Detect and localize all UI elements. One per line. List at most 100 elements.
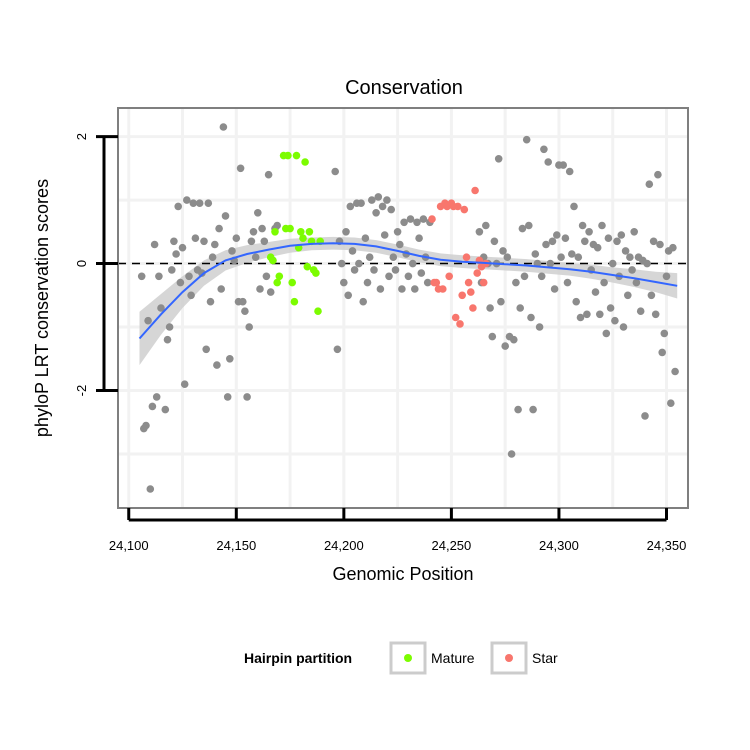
x-axis: 24,100 24,150 24,200 24,250 24,300 24,350 (109, 508, 687, 553)
y-axis-label: phyloP LRT conservation scores (32, 179, 52, 437)
point-other-41 (228, 247, 236, 255)
y-axis: -2 0 2 (74, 133, 118, 396)
point-other-5 (148, 402, 157, 411)
point-other-134 (531, 250, 540, 258)
point-star-20 (471, 186, 479, 195)
point-other-108 (475, 228, 484, 236)
point-other-89 (387, 205, 396, 214)
point-star-14 (458, 291, 467, 300)
point-other-139 (542, 240, 550, 249)
x-tick-label-5: 24,350 (647, 538, 687, 553)
point-other-8 (155, 272, 163, 281)
point-other-17 (176, 278, 185, 287)
point-other-155 (576, 313, 585, 322)
point-other-124 (510, 335, 518, 344)
point-mature-2 (271, 228, 279, 236)
point-star-2 (432, 278, 441, 287)
point-other-83 (374, 193, 383, 201)
panel-border (117, 107, 689, 509)
confidence-ribbon (139, 236, 678, 366)
point-other-178 (626, 253, 634, 261)
point-other-23 (189, 199, 198, 207)
point-other-141 (546, 259, 555, 268)
point-star-18 (467, 288, 475, 296)
point-other-142 (548, 237, 557, 246)
point-star-11 (451, 313, 460, 322)
point-other-66 (337, 259, 346, 268)
point-other-74 (355, 259, 363, 268)
point-other-85 (378, 202, 387, 211)
point-other-86 (380, 231, 389, 239)
point-other-144 (553, 231, 561, 239)
point-other-146 (557, 253, 565, 261)
plot-panel (117, 107, 689, 509)
point-other-197 (667, 399, 675, 408)
point-other-149 (563, 278, 572, 287)
point-star-0 (428, 215, 436, 223)
point-other-159 (585, 228, 593, 236)
point-other-163 (593, 243, 602, 252)
point-star-16 (462, 253, 471, 261)
point-other-90 (389, 253, 398, 261)
point-other-51 (249, 228, 258, 236)
point-other-183 (636, 307, 645, 316)
point-other-168 (604, 234, 613, 242)
point-other-190 (651, 310, 660, 319)
x-tick-label-4: 24,300 (539, 538, 579, 553)
point-other-171 (611, 316, 619, 325)
point-other-191 (654, 170, 662, 179)
point-other-88 (385, 272, 393, 281)
point-other-54 (256, 285, 264, 293)
point-mature-13 (297, 228, 305, 236)
point-other-193 (658, 348, 666, 357)
point-other-58 (264, 170, 273, 179)
point-other-106 (423, 278, 432, 287)
point-other-120 (501, 342, 510, 350)
point-mature-1 (269, 256, 277, 265)
point-other-31 (206, 297, 215, 306)
point-other-4 (146, 485, 155, 493)
point-other-93 (396, 240, 404, 249)
point-other-12 (165, 323, 174, 331)
point-other-57 (262, 272, 271, 281)
point-star-8 (445, 272, 454, 281)
point-other-15 (172, 250, 180, 258)
point-mature-21 (314, 307, 322, 316)
legend: Hairpin partition Mature Star (244, 641, 558, 675)
legend-swatch-star (505, 654, 513, 662)
point-other-97 (404, 272, 413, 281)
legend-label-mature: Mature (431, 650, 475, 666)
x-axis-label: Genomic Position (332, 564, 473, 584)
point-other-140 (544, 158, 552, 166)
point-other-113 (486, 304, 494, 312)
point-other-138 (540, 145, 548, 154)
point-other-21 (185, 272, 193, 281)
point-other-125 (512, 278, 520, 287)
point-other-186 (643, 259, 651, 268)
point-other-30 (204, 199, 213, 207)
point-other-70 (346, 202, 355, 211)
point-other-67 (340, 278, 348, 287)
point-other-71 (348, 247, 357, 255)
point-other-174 (617, 231, 626, 239)
point-other-98 (406, 215, 415, 223)
point-other-115 (490, 237, 499, 246)
point-other-133 (529, 405, 537, 414)
point-other-38 (221, 212, 230, 220)
point-other-92 (393, 228, 402, 236)
x-tick-label-3: 24,250 (432, 538, 472, 553)
point-other-6 (150, 240, 159, 249)
point-other-50 (247, 237, 256, 246)
point-other-29 (202, 345, 210, 354)
point-mature-14 (299, 234, 307, 242)
point-other-19 (180, 380, 189, 389)
point-other-47 (241, 307, 249, 316)
point-other-147 (559, 161, 567, 169)
point-other-167 (602, 329, 611, 338)
point-other-104 (419, 215, 428, 223)
point-other-37 (219, 123, 228, 131)
point-other-175 (619, 323, 628, 331)
point-other-33 (211, 240, 219, 249)
point-other-46 (239, 297, 247, 306)
